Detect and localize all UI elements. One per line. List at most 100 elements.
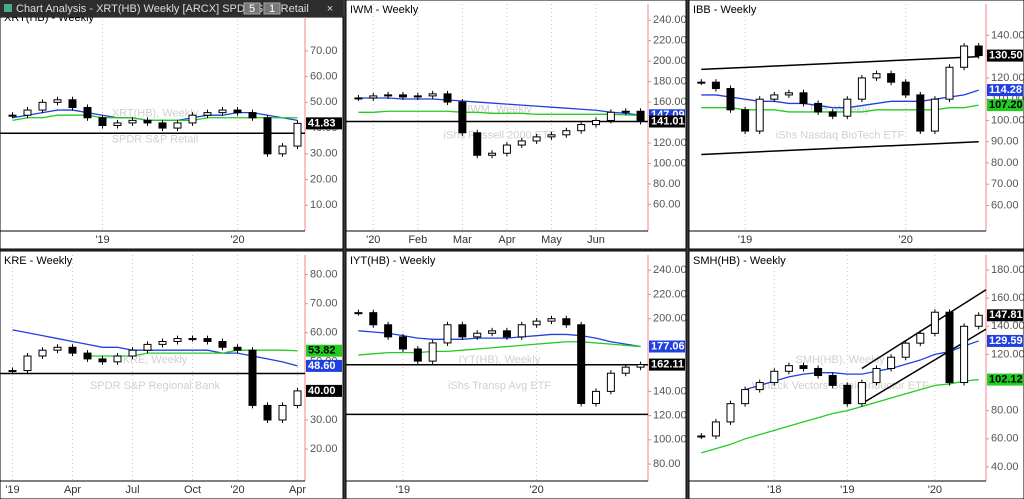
price-tag-label: 102.12	[989, 373, 1023, 385]
y-tick-label: 40.00	[991, 461, 1019, 473]
price-tag-label: 53.82	[308, 345, 336, 357]
candle	[799, 92, 808, 104]
candle	[784, 365, 793, 372]
candle	[901, 342, 910, 358]
price-tag	[987, 49, 1023, 62]
candle	[113, 122, 122, 126]
x-tick-label: '18	[767, 484, 781, 496]
y-tick-label: 100.00	[991, 114, 1024, 126]
candle	[562, 318, 571, 326]
y-tick-label: 140.00	[653, 385, 687, 397]
candle	[23, 355, 32, 372]
x-tick-label: '20	[230, 484, 244, 496]
candle	[488, 152, 497, 156]
candle	[384, 94, 393, 97]
moving-average	[358, 97, 641, 116]
candle	[974, 45, 983, 57]
panel-title: IYT(HB) - Weekly	[350, 255, 436, 267]
close-button[interactable]: ×	[327, 3, 333, 15]
x-tick-label: Apr	[289, 484, 306, 496]
candle	[83, 352, 92, 360]
x-tick-label: '19	[95, 234, 109, 246]
watermark: IYT(HB), Weekly	[459, 354, 541, 366]
candle	[384, 324, 393, 338]
watermark: XRT(HB), Weekly	[112, 107, 199, 119]
candle	[458, 101, 467, 134]
candle	[143, 119, 152, 124]
panel-title: IWM - Weekly	[350, 4, 419, 16]
candle	[188, 114, 197, 124]
candle	[770, 370, 779, 384]
y-tick-label: 200.00	[653, 55, 687, 67]
x-tick-label: '19	[396, 484, 410, 496]
y-tick-label: 20.00	[310, 443, 338, 455]
candle	[828, 375, 837, 386]
y-tick-label: 120.00	[991, 348, 1024, 360]
candle	[53, 99, 62, 103]
watermark-subtitle: SPDR S&P Retail	[112, 133, 199, 145]
price-tag	[649, 358, 685, 371]
candle	[916, 332, 925, 344]
x-tick-label: May	[541, 234, 562, 246]
y-tick-label: 90.00	[991, 136, 1019, 148]
y-tick-label: 30.00	[310, 148, 338, 160]
y-tick-label: 70.00	[310, 298, 338, 310]
price-tag	[987, 309, 1023, 322]
panel	[0, 250, 344, 499]
candle	[68, 99, 77, 108]
candle	[770, 94, 779, 100]
panel	[345, 0, 687, 250]
candle	[814, 367, 823, 377]
x-tick-label: Jun	[587, 234, 605, 246]
candle	[203, 338, 212, 342]
candle	[354, 312, 363, 315]
candle	[945, 66, 954, 100]
price-tag-label: 129.59	[989, 335, 1023, 347]
x-tick-label: '20	[928, 484, 942, 496]
y-tick-label: 80.00	[991, 405, 1019, 417]
candle	[443, 93, 452, 103]
x-tick-label: '20	[366, 234, 380, 246]
candle	[233, 346, 242, 351]
y-tick-label: 60.00	[310, 327, 338, 339]
price-tag	[987, 84, 1023, 97]
y-tick-label: 180.00	[653, 75, 687, 87]
candle	[203, 112, 212, 116]
window-button[interactable]	[243, 2, 261, 15]
app-icon	[4, 4, 12, 12]
candle	[113, 355, 122, 363]
y-tick-label: 180.00	[991, 264, 1024, 276]
window-button-label: 1	[269, 3, 275, 15]
price-tag-label: 147.81	[989, 309, 1023, 321]
candle	[872, 73, 881, 79]
moving-average	[358, 330, 641, 348]
y-tick-label: 140.00	[991, 320, 1024, 332]
candle	[354, 97, 363, 100]
candle	[960, 325, 969, 384]
candle	[458, 324, 467, 338]
candle	[697, 81, 706, 84]
y-tick-label: 160.00	[991, 292, 1024, 304]
candle	[901, 81, 910, 96]
y-tick-label: 60.00	[991, 199, 1019, 211]
candle	[517, 324, 526, 338]
trend-line	[701, 55, 979, 71]
candle	[857, 382, 866, 405]
moving-average	[701, 378, 979, 454]
price-tag	[987, 373, 1023, 386]
watermark-subtitle: iShs Transp Avg ETF	[448, 380, 551, 392]
price-tag	[987, 99, 1023, 112]
price-tag	[306, 117, 342, 130]
candle	[502, 330, 511, 338]
candle	[887, 73, 896, 83]
window-button[interactable]	[263, 2, 281, 15]
candle	[38, 101, 47, 111]
price-tag-label: 40.00	[308, 385, 336, 397]
candle	[23, 109, 32, 116]
x-tick-label: Apr	[64, 484, 81, 496]
candle	[517, 140, 526, 146]
y-tick-label: 80.00	[310, 269, 338, 281]
candle	[755, 382, 764, 391]
window-title: Chart Analysis - XRT(HB) Weekly [ARCX] S…	[16, 3, 309, 15]
